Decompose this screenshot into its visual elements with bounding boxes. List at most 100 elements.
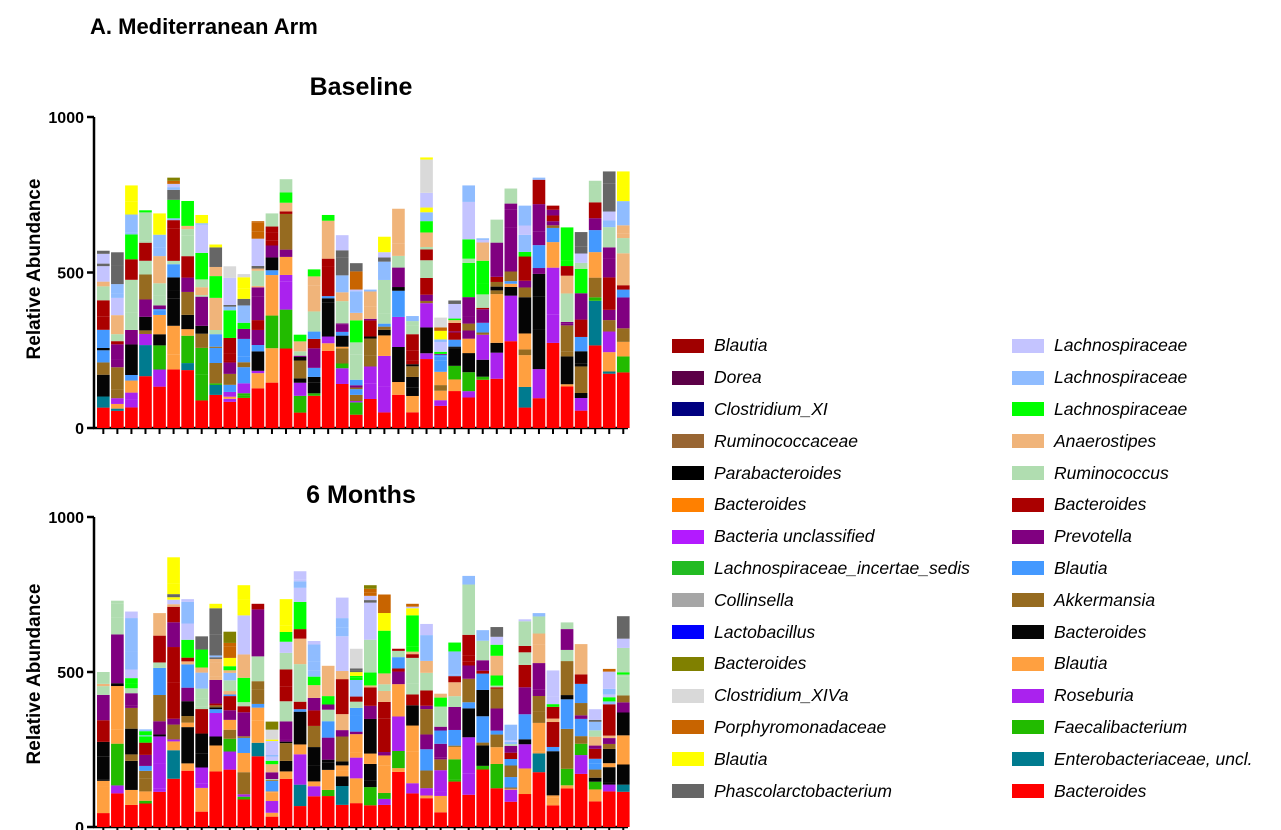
legend-label: Akkermansia [1054,589,1156,610]
bar-segment [209,247,223,267]
bar-segment [279,256,293,275]
bar-segment [518,386,532,408]
bar-segment [167,682,180,719]
bar-segment [616,674,630,677]
bar-segment [490,290,504,295]
bar-segment [307,655,321,662]
bar-segment [602,767,616,783]
bar-segment [462,297,476,317]
bar-segment [560,699,574,729]
bar-segment [616,328,630,331]
bar-segment [588,230,602,253]
bar-segment [616,201,630,226]
bar-segment [139,791,152,801]
bar-segment [209,266,223,277]
bar-segment [434,351,447,353]
bar-segment [181,639,194,658]
legend-item: Lachnospiraceae [1012,330,1252,362]
bar-segment [111,603,124,618]
bar-segment [293,701,307,710]
bar-segment [111,341,124,345]
bar-segment [406,651,419,655]
bar-segment [378,335,391,356]
bar-segment [321,296,335,299]
bar-segment [153,369,166,387]
bar-segment [546,221,560,226]
bar-segment [420,300,433,304]
bar-segment [364,306,377,319]
bar-segment [223,337,237,354]
bar-segment [448,642,461,652]
legend-swatch [1012,402,1044,417]
bar-segment [588,763,602,770]
bar-segment [279,211,293,214]
bar-segment [518,355,532,387]
bar-segment [153,234,166,248]
bar-segment [490,219,504,243]
bar-segment [195,667,209,673]
legend-item: Lachnospiraceae_incertae_sedis [672,553,970,585]
bar-segment [420,672,433,691]
legend-swatch [1012,370,1044,385]
bar-segment [349,677,363,680]
bar-segment [349,734,363,753]
bar-segment [434,726,447,731]
bar-segment [560,788,574,827]
bar-segment [574,393,588,398]
bar-segment [560,266,574,276]
bar-segment [153,283,166,296]
bar-segment [125,214,138,233]
bar-segment [223,769,237,827]
bar-segment [392,668,405,672]
bar-segment [364,602,377,640]
bar-segment [153,791,166,827]
bar-segment [406,654,419,658]
bar-segment [167,601,180,605]
legend-item: Collinsella [672,584,970,616]
bar-segment [181,363,194,371]
bar-segment [195,400,209,428]
bar-segment [364,585,377,589]
bar-segment [364,366,377,384]
bar-segment [265,792,279,802]
six-months-chart-title: 6 Months [306,481,416,509]
bar-segment [588,801,602,827]
bar-segment [181,657,194,662]
bar-segment [420,221,433,233]
bar-segment [167,369,180,428]
bar-segment [602,782,616,785]
bar-segment [602,277,616,310]
legend-label: Bacteroides [714,494,807,515]
bar-segment [293,806,307,827]
bar-segment [335,292,349,302]
bar-segment [406,321,419,326]
bar-segment [364,672,377,686]
bar-segment [588,252,602,278]
bar-segment [504,271,518,282]
bar-segment [476,376,490,380]
bar-segment [167,597,180,600]
bar-segment [111,634,124,684]
bar-segment [364,639,377,673]
bar-segment [364,763,377,781]
bar-segment [195,214,209,224]
bar-segment [476,379,490,428]
bar-segment [378,329,391,336]
bar-segment [420,660,433,673]
bar-segment [406,366,419,377]
bar-segment [125,380,138,393]
bar-segment [279,641,293,653]
bar-segment [349,715,363,732]
bar-segment [111,617,124,635]
bar-segment [251,351,265,371]
bar-segment [574,718,588,737]
bar-segment [504,209,518,228]
bar-segment [378,792,391,799]
bar-segment [153,309,166,311]
bar-segment [279,249,293,257]
legend-item: Bacteria unclassified [672,521,970,553]
bar-segment [293,355,307,357]
bar-segment [602,735,616,739]
bar-segment [462,330,476,339]
bar-segment [209,384,223,395]
